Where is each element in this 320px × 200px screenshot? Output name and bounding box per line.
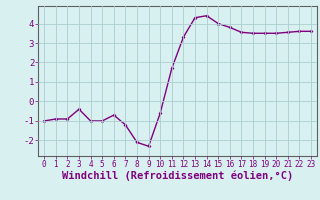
X-axis label: Windchill (Refroidissement éolien,°C): Windchill (Refroidissement éolien,°C)	[62, 171, 293, 181]
